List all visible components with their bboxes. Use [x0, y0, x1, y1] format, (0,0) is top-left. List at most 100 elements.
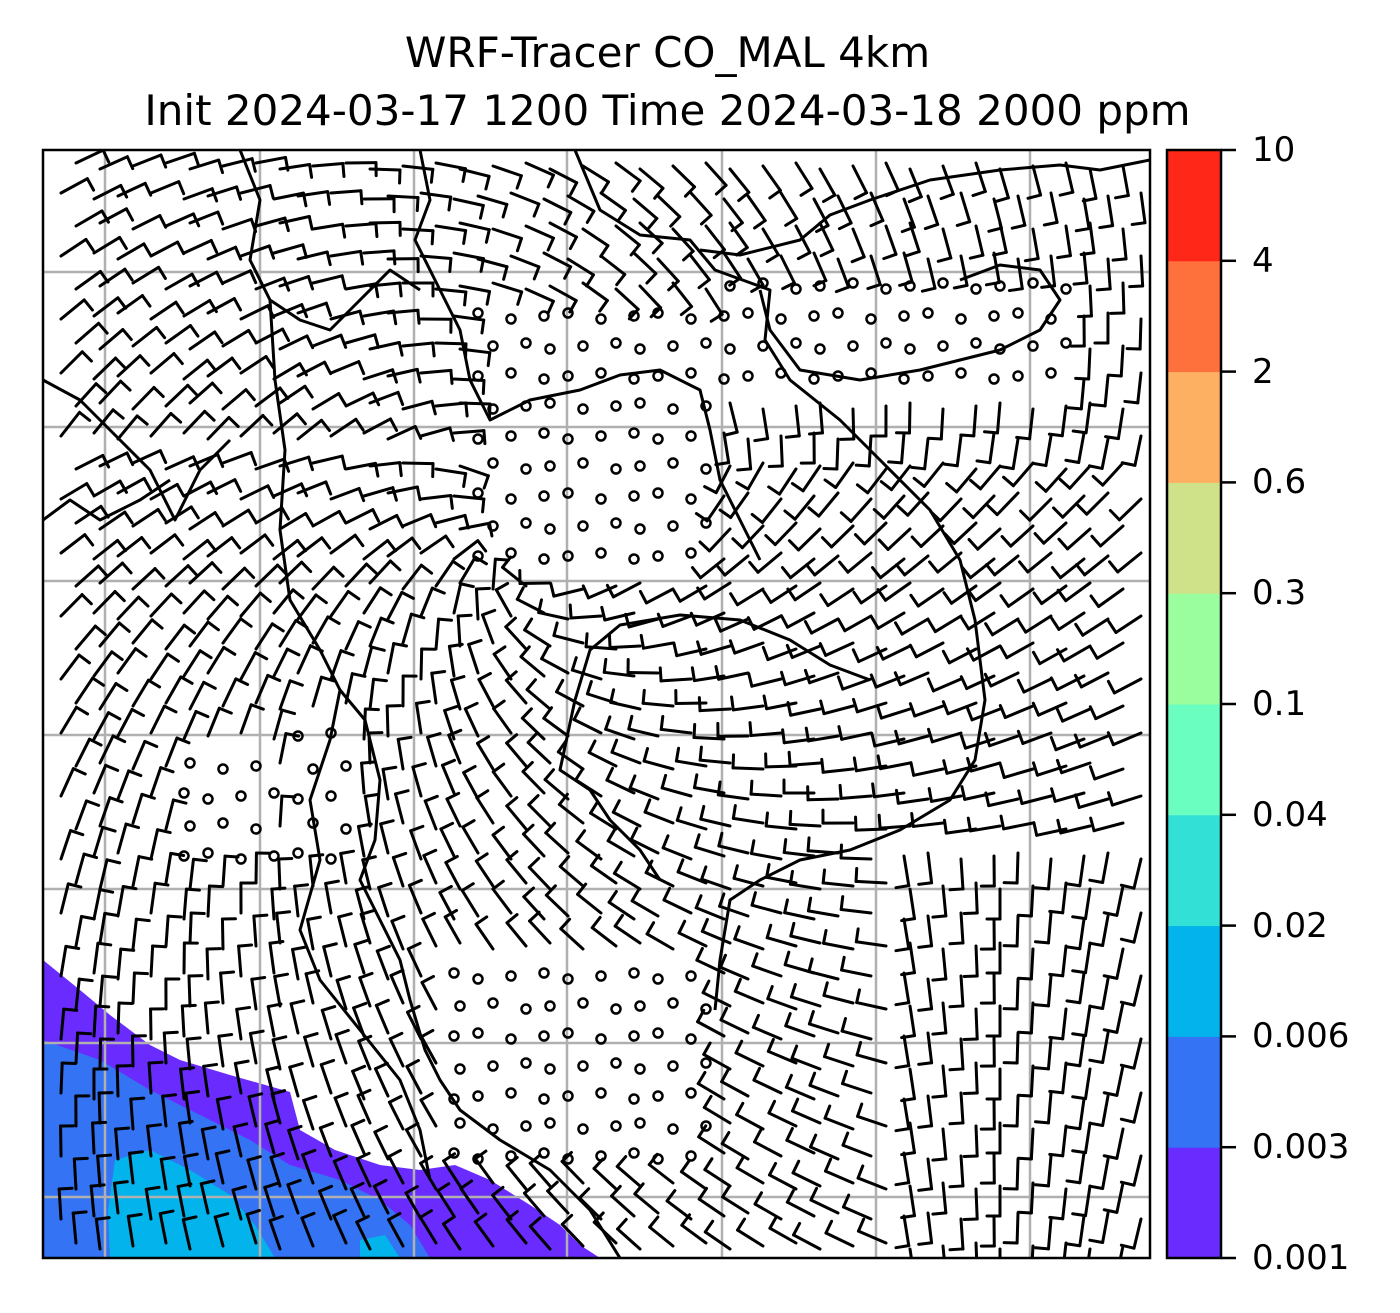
wind-barb-shaft	[746, 194, 767, 223]
wind-barb	[434, 467, 468, 488]
wind-barb	[789, 921, 822, 945]
wind-barb-flag	[969, 478, 983, 491]
wind-barb-shaft	[504, 625, 528, 651]
calm-wind-circle	[865, 367, 877, 379]
wind-barb-flag	[735, 1155, 746, 1170]
wind-barb	[74, 676, 105, 705]
wind-barb	[459, 1179, 480, 1215]
wind-barb	[522, 823, 546, 858]
wind-barb	[452, 197, 485, 220]
wind-barb-flag	[532, 202, 541, 218]
wind-barb-flag	[501, 555, 513, 569]
wind-barb-shaft	[126, 1214, 135, 1248]
wind-barb-flag	[175, 482, 186, 498]
wind-barb	[1108, 497, 1143, 522]
wind-barb-shaft	[1031, 164, 1043, 197]
wind-barb-shaft	[252, 914, 258, 948]
wind-barb-shaft	[94, 1217, 102, 1251]
wind-barb-shaft	[74, 799, 88, 831]
wind-barb-shaft	[1117, 497, 1143, 522]
wind-barb-shaft	[278, 455, 311, 468]
wind-barb-flag	[249, 451, 258, 467]
wind-barb-shaft	[477, 678, 495, 708]
wind-barb-shaft	[182, 238, 213, 255]
wind-barb-shaft	[581, 227, 610, 248]
wind-barb-shaft	[405, 1010, 423, 1041]
wind-barb	[221, 328, 257, 348]
wind-barb	[543, 768, 570, 801]
wind-barb	[98, 734, 127, 765]
wind-barb-flag	[1091, 474, 1105, 487]
wind-barb	[986, 491, 1020, 517]
wind-barb-flag	[856, 1164, 865, 1180]
wind-barb-flag	[94, 1004, 111, 1009]
wind-barb-shaft	[671, 164, 697, 189]
wind-barb-shaft	[462, 771, 480, 801]
wind-barb	[1114, 164, 1130, 200]
wind-barb-shaft	[1133, 434, 1143, 467]
wind-barb	[270, 886, 287, 921]
wind-barb	[419, 1092, 438, 1128]
wind-barb-shaft	[856, 1229, 888, 1245]
wind-barb	[374, 998, 390, 1035]
calm-wind-circle	[610, 1120, 622, 1132]
wind-barb	[59, 944, 81, 978]
wind-barb-shaft	[556, 750, 585, 771]
calm-wind-circle	[538, 310, 550, 322]
wind-barb	[1016, 884, 1035, 918]
wind-barb-flag	[392, 249, 397, 266]
wind-barb	[1088, 1157, 1110, 1191]
wind-barb-shaft	[818, 401, 824, 435]
wind-barb	[721, 1184, 750, 1215]
wind-barb-shaft	[841, 1143, 873, 1158]
wind-barb-flag	[71, 1210, 88, 1215]
wind-barb	[962, 1061, 979, 1095]
wind-barb	[789, 983, 822, 1008]
wind-barb-shaft	[1077, 431, 1086, 465]
wind-barb	[414, 699, 431, 735]
wind-barb	[783, 494, 816, 521]
wind-barb-shaft	[1060, 761, 1092, 775]
wind-barb-flag	[364, 562, 378, 575]
wind-barb-flag	[114, 356, 127, 369]
wind-barb-shaft	[1015, 977, 1020, 1011]
wind-barb-shaft	[74, 915, 83, 948]
wind-barb-flag	[185, 1036, 202, 1041]
wind-barb-shaft	[926, 194, 940, 226]
wind-barb-shaft	[418, 1215, 438, 1245]
colorbar-band	[1167, 1147, 1221, 1259]
wind-barb-flag	[718, 953, 727, 969]
wind-barb	[998, 641, 1035, 660]
wind-barb-shaft	[695, 611, 726, 627]
wind-barb-shaft	[856, 1114, 888, 1128]
wind-barb	[1123, 371, 1143, 405]
wind-barb-shaft	[401, 461, 435, 466]
wind-barb	[767, 1161, 798, 1191]
wind-barb-flag	[731, 753, 736, 770]
wind-barb-shaft	[116, 181, 147, 198]
colorbar-tick-label: 0.003	[1252, 1127, 1350, 1168]
wind-barb-shaft	[941, 1001, 948, 1035]
wind-barb-shaft	[789, 995, 822, 1008]
wind-barb-shaft	[368, 220, 402, 225]
calm-wind-circle	[235, 853, 247, 865]
wind-barb-flag	[767, 464, 784, 469]
wind-barb-flag	[140, 792, 156, 800]
wind-barb-shaft	[404, 1191, 423, 1221]
wind-barb-shaft	[272, 412, 299, 435]
wind-barb	[1042, 191, 1059, 227]
wind-barb	[239, 651, 269, 681]
wind-barb	[662, 886, 693, 915]
wind-barb-shaft	[592, 1220, 618, 1245]
wind-barb-shaft	[363, 794, 372, 828]
calm-wind-circle	[544, 397, 556, 409]
wind-barb-flag	[505, 913, 519, 925]
wind-barb	[544, 821, 570, 855]
wind-barb-flag	[284, 732, 301, 738]
wind-barb-flag	[1065, 1125, 1082, 1131]
wind-barb	[422, 848, 438, 885]
wind-barb-shaft	[235, 1007, 243, 1041]
calm-wind-circle	[904, 343, 916, 355]
wind-barb-shaft	[131, 567, 157, 591]
wind-barb-flag	[837, 725, 844, 741]
